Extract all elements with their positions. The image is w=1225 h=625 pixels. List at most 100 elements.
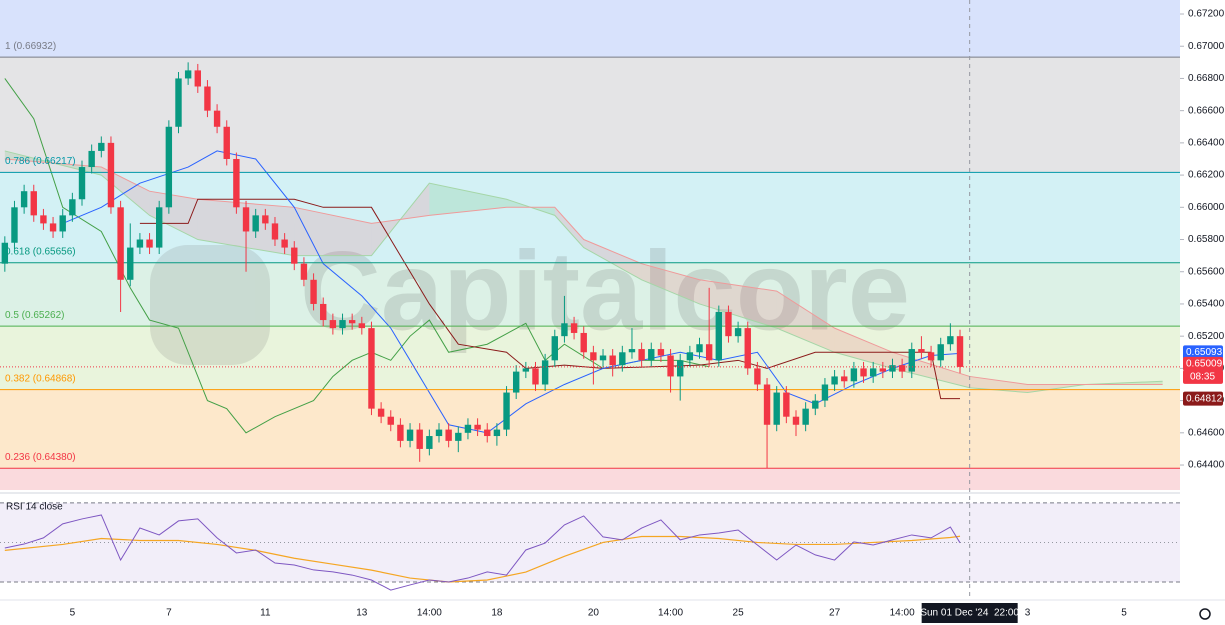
y-tick-label: 0.66400: [1188, 138, 1225, 149]
candle-body: [30, 191, 37, 216]
x-tick-label: 18: [491, 608, 503, 619]
fib-label: 0.382 (0.64868): [5, 373, 76, 384]
candle-body: [291, 247, 298, 264]
rsi-line: [4, 514, 961, 591]
cloud-fill: [583, 239, 642, 280]
last-price-badge: 0.65009: [1186, 359, 1223, 370]
cloud-fill: [699, 279, 777, 329]
candle-body: [860, 368, 867, 377]
candle-body: [754, 368, 761, 385]
fib-band: [0, 389, 1180, 469]
candle-body: [590, 352, 597, 361]
candle-body: [715, 312, 723, 361]
candle-body: [262, 215, 269, 224]
candle-body: [638, 349, 645, 361]
x-tick-label: 25: [733, 608, 745, 619]
rsi-ma-line: [4, 535, 961, 583]
candle-body: [831, 376, 838, 385]
y-tick-label: 0.64600: [1188, 427, 1225, 438]
candle-body: [98, 142, 105, 151]
candle-body: [223, 126, 230, 159]
crosshair-badge-bg: [921, 603, 1018, 623]
candle-body: [956, 336, 964, 367]
fib-label: 0.618 (0.65656): [5, 246, 76, 257]
candle-body: [918, 349, 925, 353]
candle-body: [88, 150, 95, 168]
y-tick-label: 0.65400: [1188, 299, 1225, 310]
candle-body: [40, 215, 47, 224]
candle-body: [773, 392, 780, 425]
candle-body: [348, 320, 356, 324]
candle-body: [310, 279, 317, 304]
fib-label: 1 (0.66932): [5, 41, 56, 52]
candle-body: [11, 207, 18, 243]
candle-body: [667, 355, 674, 377]
candle-body: [165, 126, 173, 208]
candle-body: [233, 158, 240, 208]
candle-body: [358, 323, 366, 329]
candle-body: [812, 400, 819, 409]
base-line: [139, 198, 961, 400]
fib-band: [0, 468, 1180, 490]
x-tick-label: 13: [356, 608, 368, 619]
candle-body: [609, 355, 616, 366]
candle-body: [783, 392, 790, 417]
candle-body: [1, 242, 9, 264]
fib-label: 0.236 (0.64380): [5, 452, 76, 463]
candle-body: [580, 332, 587, 353]
rsi-title: RSI 14 close: [6, 502, 63, 513]
candle-body: [869, 368, 877, 377]
x-tick-label: 20: [588, 608, 600, 619]
candle-body: [49, 223, 57, 232]
x-tick-label: 14:00: [658, 608, 683, 619]
watermark-logo: [150, 245, 270, 365]
candle-body: [937, 344, 944, 361]
candle-body: [464, 424, 472, 433]
candle-body: [927, 352, 935, 361]
cloud-fill: [834, 328, 893, 369]
candle-body: [725, 312, 732, 337]
candle-body: [426, 436, 433, 449]
cloud-fill: [554, 207, 584, 248]
candle-body: [763, 384, 771, 425]
candle-body: [368, 328, 375, 409]
last-price-badge-bg: [1183, 356, 1223, 371]
y-tick-label: 0.65200: [1188, 331, 1225, 342]
candle-body: [271, 223, 279, 240]
candle-body: [908, 349, 915, 372]
candle-body: [117, 207, 124, 280]
y-tick-label: 0.66800: [1188, 73, 1225, 84]
candle-body: [686, 352, 694, 361]
rsi-panel: RSI 14 close40.0053.1449.82: [0, 492, 1225, 591]
candle-body: [242, 207, 250, 232]
base-price-badge-bg: [1183, 391, 1223, 406]
candle-body: [512, 371, 520, 393]
candle-body: [377, 408, 385, 417]
candle-body: [484, 429, 491, 437]
candle-body: [551, 336, 558, 361]
candle-body: [127, 247, 134, 280]
lagging-line: [4, 78, 710, 434]
candle-body: [387, 416, 394, 425]
conversion-price-badge: 0.65093: [1186, 347, 1223, 358]
x-tick-label: 14:00: [417, 608, 442, 619]
fib-label: 0.5 (0.65262): [5, 310, 65, 321]
candle-body: [570, 323, 578, 333]
candle-body: [657, 349, 665, 356]
settings-gear[interactable]: [1199, 608, 1211, 620]
x-tick-label: 5: [1121, 608, 1127, 619]
fib-band: [0, 172, 1180, 263]
candle-body: [841, 376, 848, 382]
candle-body: [329, 320, 337, 329]
watermark-layer: Capitalcore: [150, 229, 910, 365]
settings-icon[interactable]: [1199, 608, 1211, 620]
watermark-text: Capitalcore: [300, 229, 910, 354]
x-tick-label: 27: [829, 608, 841, 619]
background-layer: [0, 0, 1180, 490]
fib-band: [0, 262, 1180, 327]
candle-body: [339, 320, 346, 329]
last-price-badge-bg: [1183, 369, 1223, 384]
candle-body: [648, 349, 655, 361]
